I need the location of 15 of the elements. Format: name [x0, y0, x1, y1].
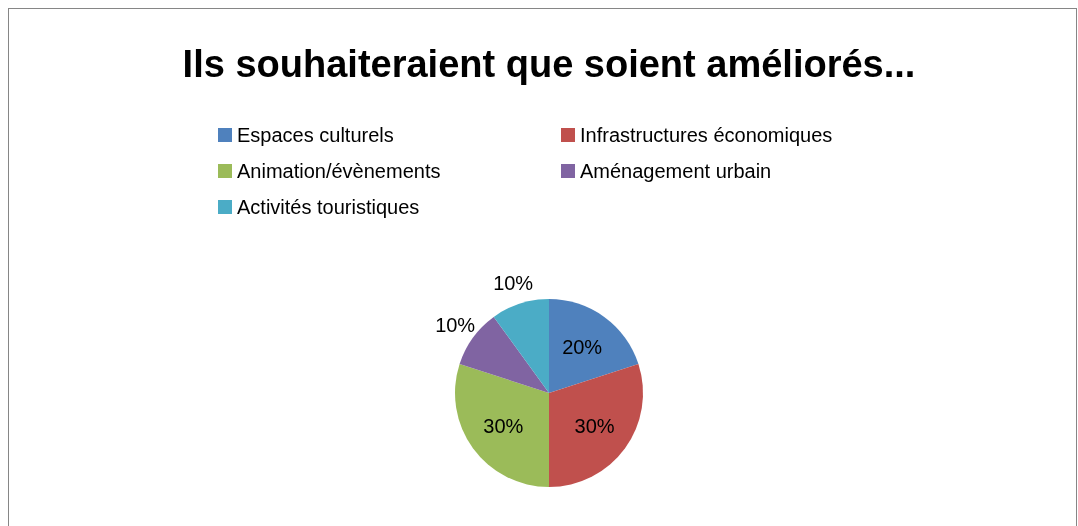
pie-slice: [549, 299, 639, 393]
data-label: 10%: [435, 313, 476, 336]
pie-slice: [493, 299, 549, 393]
pie-slice: [549, 363, 643, 487]
data-label: 20%: [562, 336, 603, 359]
pie-slice: [455, 363, 549, 487]
data-label: 10%: [493, 271, 534, 294]
chart-title: Ils souhaiteraient que soient améliorés...: [182, 43, 916, 85]
legend-label: Activités touristiques: [237, 196, 420, 218]
legend-label: Aménagement urbain: [580, 160, 772, 182]
legend-label: Infrastructures économiques: [580, 124, 833, 146]
legend-label: Espaces culturels: [237, 124, 394, 146]
data-label: 30%: [483, 415, 524, 438]
legend-label: Animation/évènements: [237, 160, 441, 182]
data-label: 30%: [574, 415, 615, 438]
